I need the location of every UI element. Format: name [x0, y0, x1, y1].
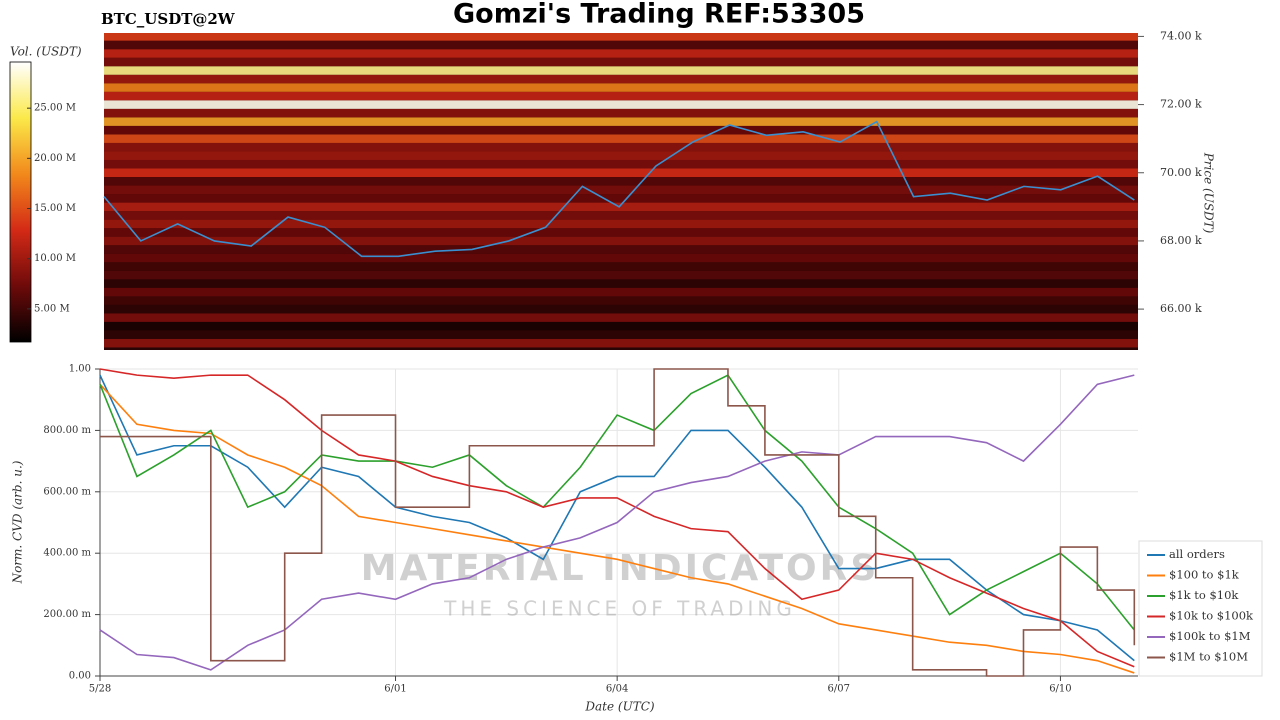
x-tick-label: 5/28: [89, 684, 111, 695]
heatmap-band: [104, 33, 1138, 41]
x-tick-label: 6/04: [606, 684, 628, 695]
y-tick-label: 72.00 k: [1160, 98, 1202, 111]
heatmap-band: [104, 253, 1138, 263]
heatmap-band: [104, 134, 1138, 143]
chart-subtitle: BTC_USDT@2W: [101, 10, 236, 28]
heatmap-band: [104, 313, 1138, 322]
heatmap-band: [104, 91, 1138, 101]
heatmap-band: [104, 338, 1138, 348]
colorbar: [9, 61, 32, 343]
chart-title: Gomzi's Trading REF:53305: [453, 0, 865, 30]
x-tick-label: 6/10: [1049, 684, 1071, 695]
heatmap-band: [104, 228, 1138, 237]
price-line: [103, 120, 1135, 258]
legend-label: $1M to $10M: [1169, 650, 1248, 664]
colorbar-label: Vol. (USDT): [10, 45, 82, 59]
cvd-line: [100, 368, 1136, 677]
heatmap-band: [104, 304, 1138, 314]
y-axis-label: Price (USDT): [1202, 152, 1216, 234]
cvd-line: [99, 374, 1135, 671]
heatmap-band: [104, 279, 1138, 288]
heatmap-band: [104, 194, 1138, 203]
heatmap-band: [104, 151, 1138, 160]
heatmap-band: [104, 262, 1138, 271]
heatmap-band: [104, 74, 1138, 84]
heatmap-band: [104, 270, 1138, 280]
cvd-line: [99, 383, 1135, 674]
y-axis-label: Norm. CVD (arb. u.): [11, 460, 25, 584]
colorbar-tick-label: 25.00 M: [34, 103, 76, 114]
y-tick-label: 74.00 k: [1160, 29, 1202, 42]
legend-label: $100k to $1M: [1169, 629, 1251, 643]
heatmap-band: [104, 49, 1138, 58]
heatmap-band: [104, 185, 1138, 195]
colorbar-tick-label: 20.00 M: [34, 153, 76, 164]
x-tick-label: 6/07: [828, 684, 850, 695]
legend-label: all orders: [1169, 547, 1225, 561]
heatmap-band: [104, 177, 1138, 186]
y-tick-label: 800.00 m: [43, 425, 91, 436]
x-axis-label: Date (UTC): [584, 700, 654, 714]
heatmap-band: [104, 66, 1138, 75]
colorbar-tick-label: 5.00 M: [34, 303, 70, 314]
legend-label: $10k to $100k: [1169, 609, 1254, 623]
y-tick-label: 66.00 k: [1160, 302, 1202, 315]
y-tick-label: 1.00: [69, 364, 91, 375]
heatmap-band: [104, 117, 1138, 126]
heatmap-band: [104, 321, 1138, 331]
heatmap-band: [104, 100, 1138, 109]
legend-label: $100 to $1k: [1169, 568, 1240, 582]
heatmap-band: [104, 236, 1138, 246]
heatmap-band: [104, 108, 1138, 118]
heatmap-band: [104, 125, 1138, 135]
heatmap-band: [104, 202, 1138, 212]
x-tick-label: 6/01: [384, 684, 406, 695]
y-tick-label: 600.00 m: [43, 486, 91, 497]
y-tick-label: 68.00 k: [1160, 234, 1202, 247]
heatmap-band: [104, 40, 1138, 50]
y-tick-label: 70.00 k: [1160, 166, 1202, 179]
heatmap-band: [104, 159, 1138, 169]
heatmap-band: [104, 287, 1138, 297]
y-tick-label: 200.00 m: [43, 609, 91, 620]
heatmap-band: [104, 57, 1138, 67]
y-tick-label: 400.00 m: [43, 548, 91, 559]
heatmap-band: [104, 211, 1138, 220]
heatmap-band: [104, 296, 1138, 305]
heatmap-band: [104, 245, 1138, 254]
y-tick-label: 0.00: [69, 671, 91, 682]
heatmap-band: [104, 142, 1138, 152]
watermark-subtitle: THE SCIENCE OF TRADING: [443, 597, 796, 621]
cvd-line: [99, 374, 1135, 662]
heatmap-band: [104, 83, 1138, 92]
heatmap-band: [104, 219, 1138, 229]
legend-label: $1k to $10k: [1169, 588, 1239, 602]
colorbar-tick-label: 15.00 M: [34, 203, 76, 214]
heatmap-band: [104, 168, 1138, 178]
legend: [1138, 540, 1263, 677]
heatmap-band: [104, 330, 1138, 339]
colorbar-tick-label: 10.00 M: [34, 253, 76, 264]
cvd-line: [99, 374, 1135, 631]
cvd-line: [99, 368, 1135, 668]
